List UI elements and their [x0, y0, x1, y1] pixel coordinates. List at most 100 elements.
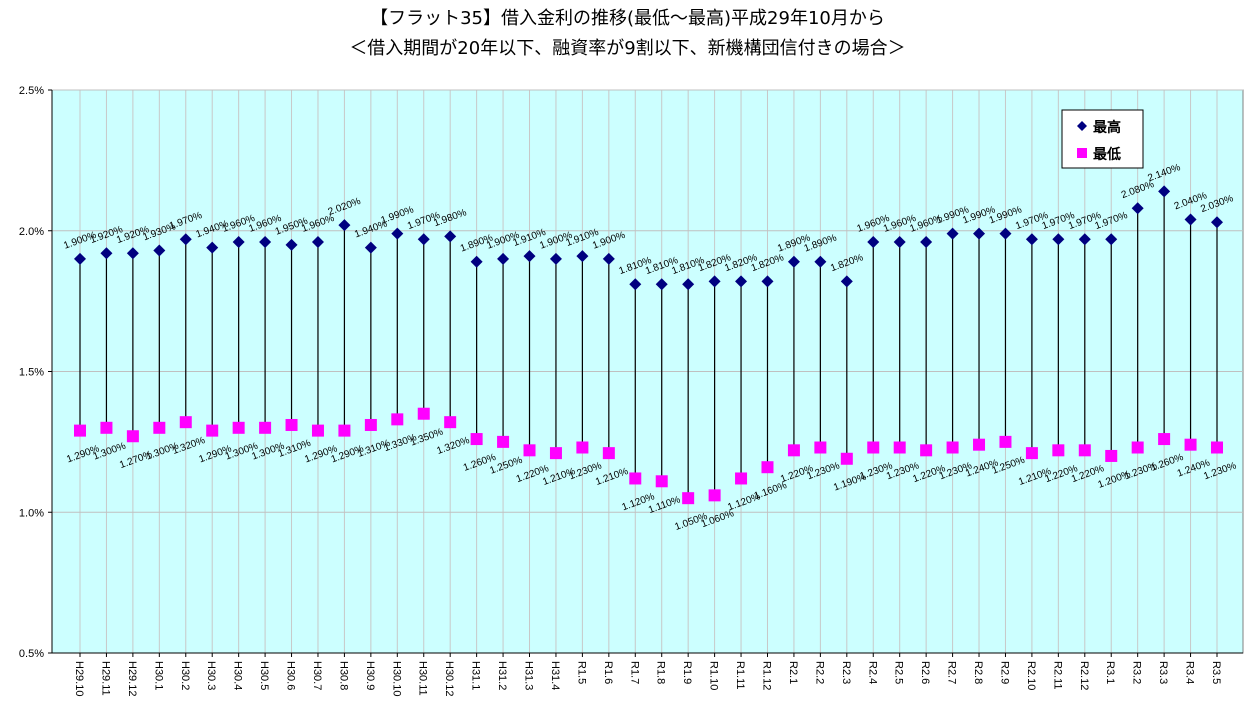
high-marker: [1131, 202, 1144, 215]
high-marker: [576, 250, 589, 263]
high-marker: [761, 275, 774, 288]
low-marker: [126, 430, 139, 443]
legend-high-label: 最高: [1093, 119, 1121, 136]
x-tick-label: R3.2: [1131, 661, 1143, 684]
low-marker: [311, 424, 324, 437]
high-marker: [206, 241, 219, 254]
high-marker: [787, 255, 800, 268]
low-marker: [655, 475, 668, 488]
y-tick-label: 1.0%: [19, 507, 44, 519]
high-marker: [100, 247, 113, 260]
x-tick-label: H30.11: [417, 661, 429, 696]
x-tick-label: R1.8: [655, 661, 667, 684]
high-marker: [338, 219, 351, 232]
low-marker: [973, 438, 986, 451]
low-marker: [232, 421, 245, 434]
high-marker: [999, 227, 1012, 240]
low-marker: [708, 489, 721, 502]
high-marker: [259, 236, 272, 249]
low-marker: [179, 416, 192, 429]
high-marker: [655, 278, 668, 291]
low-marker: [946, 441, 959, 454]
high-marker: [602, 252, 615, 265]
high-marker: [1184, 213, 1197, 226]
x-tick-label: H29.10: [73, 661, 85, 696]
x-tick-label: R1.10: [708, 661, 720, 690]
high-marker: [708, 275, 721, 288]
high-marker: [549, 252, 562, 265]
low-marker: [417, 407, 430, 420]
x-tick-label: H30.8: [337, 661, 349, 690]
low-marker: [470, 433, 483, 446]
x-tick-label: R2.3: [840, 661, 852, 684]
low-marker: [1105, 449, 1118, 462]
legend-high-marker: [1077, 121, 1087, 131]
high-marker: [1025, 233, 1038, 246]
x-tick-label: H31.1: [470, 661, 482, 690]
high-marker: [1211, 216, 1223, 229]
high-marker: [364, 241, 377, 254]
y-tick-label: 2.5%: [19, 85, 44, 97]
y-tick-label: 0.5%: [19, 648, 44, 660]
high-marker: [973, 227, 986, 240]
x-tick-label: R1.5: [575, 661, 587, 684]
high-marker: [735, 275, 748, 288]
high-marker: [232, 236, 245, 249]
x-tick-label: H30.2: [179, 661, 191, 690]
high-marker: [444, 230, 457, 243]
x-tick-label: R2.10: [1025, 661, 1037, 690]
x-tick-label: R3.4: [1184, 661, 1196, 684]
x-tick-label: R3.1: [1104, 661, 1116, 684]
x-tick-label: H29.11: [99, 661, 111, 696]
high-marker: [840, 275, 853, 288]
x-tick-label: R2.6: [919, 661, 931, 684]
high-marker: [391, 227, 404, 240]
x-tick-label: H30.7: [311, 661, 323, 690]
high-marker: [1105, 233, 1118, 246]
high-marker: [682, 278, 695, 291]
x-tick-label: H30.12: [443, 661, 455, 696]
high-marker: [153, 244, 166, 257]
low-marker: [153, 421, 166, 434]
low-marker: [735, 472, 748, 485]
low-marker: [1025, 447, 1038, 460]
low-marker: [1158, 433, 1171, 446]
high-marker: [497, 252, 510, 265]
y-tick-label: 2.0%: [19, 226, 44, 238]
low-marker: [391, 413, 404, 426]
high-marker: [1052, 233, 1065, 246]
low-marker: [444, 416, 457, 429]
low-marker: [787, 444, 800, 457]
low-marker: [1131, 441, 1144, 454]
low-marker: [285, 418, 298, 431]
x-tick-label: H30.5: [258, 661, 270, 690]
high-marker: [523, 250, 536, 263]
low-marker: [840, 452, 853, 465]
low-marker: [100, 421, 113, 434]
high-marker: [74, 252, 86, 265]
low-marker: [629, 472, 642, 485]
x-tick-label: H29.12: [126, 661, 138, 696]
high-marker: [1078, 233, 1091, 246]
low-marker: [549, 447, 562, 460]
chart-title: 【フラット35】借入金利の推移(最低～最高)平成29年10月から: [370, 8, 885, 29]
low-marker: [893, 441, 906, 454]
x-tick-label: R2.7: [946, 661, 958, 684]
low-marker: [867, 441, 880, 454]
x-tick-label: R2.8: [972, 661, 984, 684]
high-marker: [893, 236, 906, 249]
x-tick-label: R2.5: [893, 661, 905, 684]
low-marker: [364, 418, 377, 431]
low-marker: [814, 441, 827, 454]
x-tick-label: R2.4: [866, 661, 878, 684]
low-marker: [761, 461, 774, 474]
low-marker: [1052, 444, 1065, 457]
x-tick-label: R1.7: [628, 661, 640, 684]
high-marker: [814, 255, 827, 268]
low-marker: [1078, 444, 1091, 457]
high-marker: [311, 236, 324, 249]
x-tick-label: H31.2: [496, 661, 508, 690]
high-marker: [867, 236, 880, 249]
high-marker: [629, 278, 642, 291]
